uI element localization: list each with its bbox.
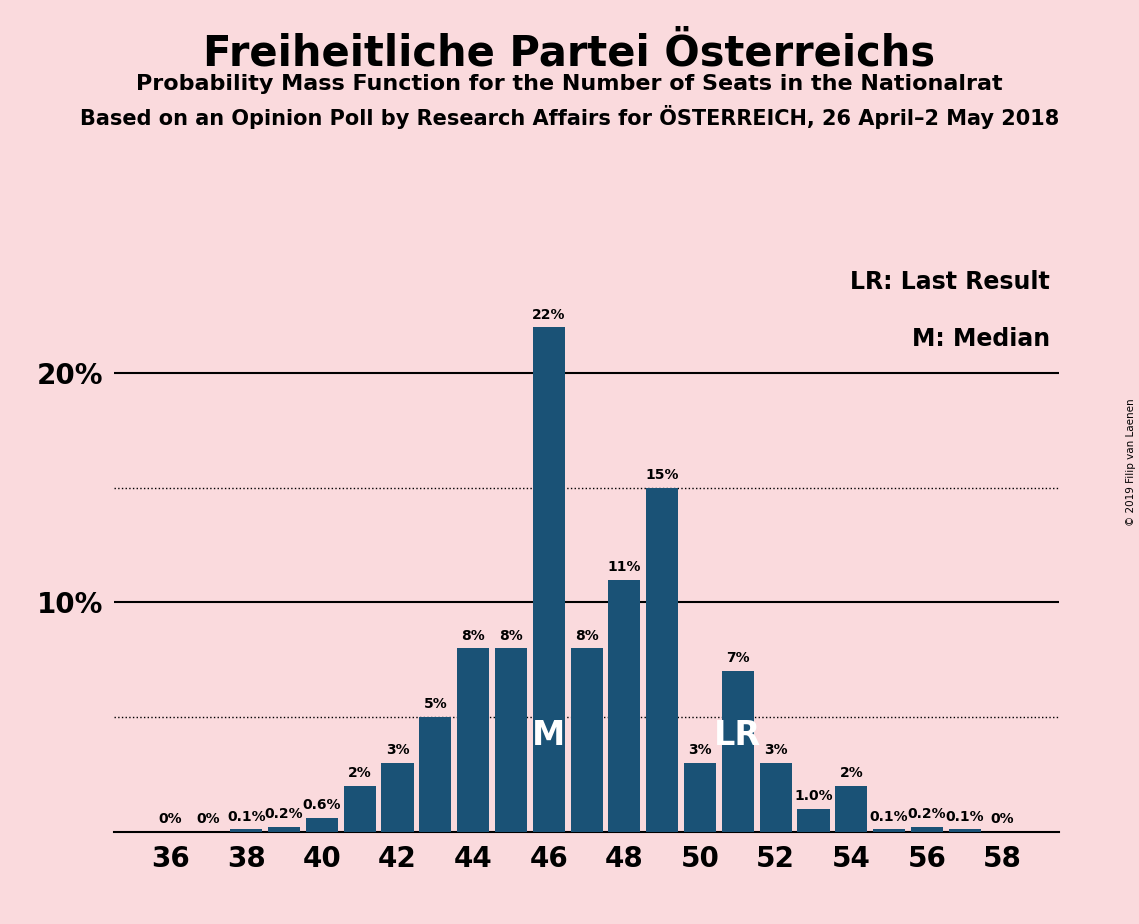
Bar bbox=[344, 785, 376, 832]
Bar bbox=[911, 827, 943, 832]
Bar bbox=[872, 830, 906, 832]
Text: 2%: 2% bbox=[347, 766, 371, 780]
Text: Probability Mass Function for the Number of Seats in the Nationalrat: Probability Mass Function for the Number… bbox=[137, 74, 1002, 94]
Bar bbox=[230, 830, 262, 832]
Bar bbox=[571, 649, 603, 832]
Text: 1.0%: 1.0% bbox=[794, 789, 833, 803]
Bar bbox=[608, 579, 640, 832]
Text: 0.1%: 0.1% bbox=[227, 809, 265, 823]
Bar bbox=[419, 717, 451, 832]
Text: 0.1%: 0.1% bbox=[870, 809, 909, 823]
Text: 3%: 3% bbox=[764, 743, 787, 757]
Text: © 2019 Filip van Laenen: © 2019 Filip van Laenen bbox=[1126, 398, 1136, 526]
Bar bbox=[949, 830, 981, 832]
Text: LR: LR bbox=[714, 719, 761, 752]
Bar bbox=[797, 808, 829, 832]
Bar bbox=[494, 649, 527, 832]
Text: 8%: 8% bbox=[575, 628, 598, 642]
Bar bbox=[268, 827, 301, 832]
Bar bbox=[760, 763, 792, 832]
Text: M: Median: M: Median bbox=[911, 327, 1050, 351]
Text: 0.6%: 0.6% bbox=[303, 798, 342, 812]
Text: M: M bbox=[532, 719, 565, 752]
Bar bbox=[457, 649, 490, 832]
Text: 15%: 15% bbox=[646, 468, 679, 482]
Bar bbox=[533, 327, 565, 832]
Bar bbox=[646, 488, 679, 832]
Text: 0.2%: 0.2% bbox=[908, 808, 947, 821]
Text: 11%: 11% bbox=[607, 560, 641, 574]
Bar bbox=[722, 671, 754, 832]
Text: 5%: 5% bbox=[424, 698, 448, 711]
Text: 3%: 3% bbox=[386, 743, 409, 757]
Text: Based on an Opinion Poll by Research Affairs for ÖSTERREICH, 26 April–2 May 2018: Based on an Opinion Poll by Research Aff… bbox=[80, 105, 1059, 129]
Bar bbox=[382, 763, 413, 832]
Text: 22%: 22% bbox=[532, 308, 566, 322]
Text: 8%: 8% bbox=[461, 628, 485, 642]
Bar bbox=[683, 763, 716, 832]
Text: 8%: 8% bbox=[499, 628, 523, 642]
Text: Freiheitliche Partei Österreichs: Freiheitliche Partei Österreichs bbox=[204, 32, 935, 74]
Text: 3%: 3% bbox=[688, 743, 712, 757]
Text: 7%: 7% bbox=[726, 651, 749, 665]
Text: 0%: 0% bbox=[197, 812, 220, 826]
Text: 0%: 0% bbox=[991, 812, 1015, 826]
Text: 2%: 2% bbox=[839, 766, 863, 780]
Text: 0.2%: 0.2% bbox=[264, 808, 303, 821]
Text: 0.1%: 0.1% bbox=[945, 809, 984, 823]
Text: LR: Last Result: LR: Last Result bbox=[850, 270, 1050, 294]
Bar bbox=[835, 785, 868, 832]
Text: 0%: 0% bbox=[158, 812, 182, 826]
Bar bbox=[305, 818, 338, 832]
